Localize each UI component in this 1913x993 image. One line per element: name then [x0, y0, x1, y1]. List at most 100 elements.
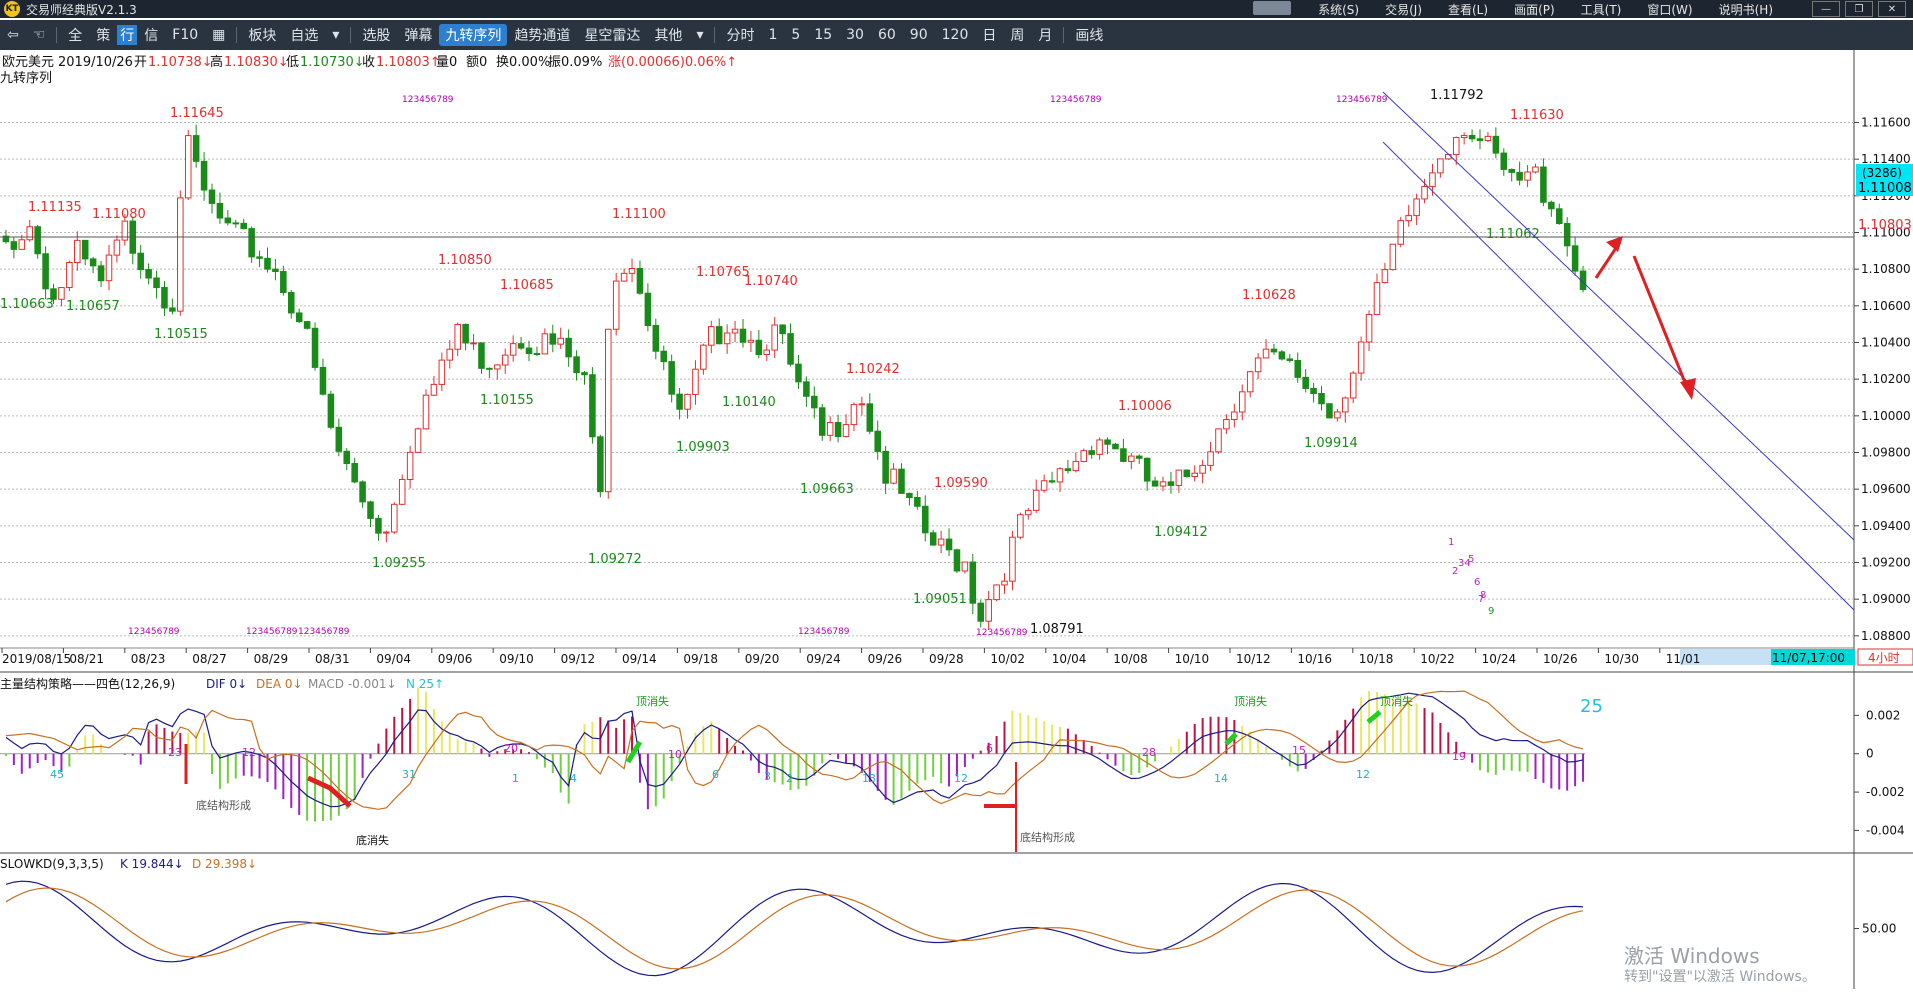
nine-seq-label: 123456789: [298, 627, 350, 637]
candle-body: [1175, 469, 1183, 486]
price-grid: [0, 122, 1854, 637]
x-tick-label: 09/06: [438, 652, 473, 666]
candle-body: [517, 343, 525, 349]
high-label: 1.11645: [170, 106, 224, 121]
menu-layout[interactable]: 画面(P): [1514, 2, 1555, 17]
tool-strategy[interactable]: 策: [96, 28, 111, 44]
bottom-vanish-label: 底消失: [356, 833, 389, 847]
period-90[interactable]: 90: [909, 27, 928, 43]
menu-help[interactable]: 说明书(H): [1718, 2, 1773, 17]
period-60[interactable]: 60: [877, 27, 896, 43]
period-intraday[interactable]: 分时: [726, 28, 755, 44]
period-15[interactable]: 15: [814, 27, 833, 43]
low-label: 1.11062: [1486, 227, 1540, 242]
channel-lower-line[interactable]: [1382, 141, 1855, 611]
menu-trade[interactable]: 交易(J): [1385, 2, 1422, 17]
back-icon[interactable]: ⇦: [7, 27, 19, 43]
menu-window[interactable]: 窗口(W): [1647, 2, 1693, 17]
candle-body: [771, 324, 778, 351]
tool-f10[interactable]: F10: [172, 27, 199, 43]
x-tick-label: 10/12: [1236, 652, 1271, 666]
macd-axis: 0.002 0 -0.002 -0.004: [0, 708, 1905, 837]
tool-draw-line[interactable]: 画线: [1075, 28, 1104, 44]
tool-other[interactable]: 其他: [654, 28, 683, 44]
candle-body: [1405, 215, 1412, 222]
tool-barrage[interactable]: 弹幕: [404, 28, 433, 44]
nine-seq-label: 123456789: [976, 628, 1028, 638]
candle-body: [1508, 168, 1515, 173]
candle-body: [684, 393, 691, 410]
nine-seq-label: 123456789: [128, 627, 180, 637]
candle-body: [184, 135, 192, 199]
candle-body: [1064, 468, 1072, 472]
chevron-down-icon[interactable]: ▾: [696, 27, 704, 43]
candle-body: [1262, 348, 1270, 359]
channel-upper-line[interactable]: [1382, 91, 1855, 541]
activation-watermark: 激活 Windows: [1624, 944, 1760, 968]
low-label: 1.09255: [372, 556, 426, 571]
candle-body: [359, 481, 366, 503]
candle-body: [1238, 391, 1246, 413]
separator: [236, 27, 238, 43]
candle-body: [620, 272, 628, 282]
candle-body: [97, 265, 105, 282]
candle-body: [1207, 451, 1214, 466]
candle-body: [383, 531, 390, 534]
tool-watchlist[interactable]: 自选: [290, 28, 319, 44]
period-day[interactable]: 日: [982, 28, 997, 44]
vip-badge[interactable]: [1253, 1, 1291, 15]
tool-trend-channel[interactable]: 趋势通道: [514, 28, 571, 44]
app-title: 交易师经典版V2.1.3: [26, 2, 137, 17]
period-1[interactable]: 1: [768, 27, 778, 43]
tool-radar[interactable]: 星空雷达: [584, 28, 641, 44]
macd-tick-label: -0.004: [1866, 823, 1905, 837]
y-tick-label: 1.11600: [1861, 116, 1911, 130]
restore-icon[interactable]: ❐: [1845, 1, 1873, 17]
candle-body: [145, 269, 152, 279]
tool-all[interactable]: 全: [68, 28, 83, 44]
menu-view[interactable]: 查看(L): [1448, 2, 1489, 17]
hand-icon[interactable]: ☜: [32, 27, 46, 43]
period-badge[interactable]: [1857, 648, 1913, 666]
tool-info[interactable]: 信: [144, 28, 159, 44]
change-value: 涨(0.00066)0.06%↑: [608, 55, 737, 70]
chart-area[interactable]: 欧元美元 2019/10/26 开 1.10738↓ 高 1.10830↓ 低 …: [0, 50, 1913, 989]
high-label: 1.10242: [846, 362, 900, 377]
high-value: 1.10830↓: [224, 55, 289, 70]
app-logo: KT: [4, 1, 20, 17]
candle-body: [723, 332, 731, 345]
nine-digit: 8: [1480, 590, 1486, 601]
close-label: 收: [362, 55, 375, 70]
period-120[interactable]: 120: [941, 27, 969, 43]
tool-nine-sequence[interactable]: 九转序列: [439, 24, 508, 46]
menu-system[interactable]: 系统(S): [1318, 2, 1360, 17]
candle-body: [1357, 341, 1365, 374]
candle-body: [779, 324, 786, 335]
nine-digit: 6: [1474, 577, 1480, 588]
period-week[interactable]: 周: [1010, 28, 1025, 44]
nine-digit: 34: [1458, 558, 1471, 569]
chart-svg[interactable]: 欧元美元 2019/10/26 开 1.10738↓ 高 1.10830↓ 低 …: [0, 50, 1913, 989]
tool-quote[interactable]: 行: [117, 25, 138, 45]
period-5[interactable]: 5: [791, 27, 801, 43]
period-month[interactable]: 月: [1038, 28, 1053, 44]
candle-body: [1159, 481, 1167, 487]
layout-icon[interactable]: ▦: [212, 27, 226, 43]
period-30[interactable]: 30: [846, 27, 864, 43]
tool-screener[interactable]: 选股: [362, 28, 391, 44]
tool-sector[interactable]: 板块: [248, 28, 277, 44]
candle-body: [612, 280, 620, 330]
candle-body: [644, 292, 652, 327]
candle-body: [430, 383, 438, 396]
candle-body: [945, 538, 953, 551]
macd-count: 23: [168, 746, 182, 759]
minimize-icon[interactable]: —: [1812, 1, 1840, 17]
y-tick-label: 1.10400: [1861, 336, 1911, 350]
candle-body: [414, 428, 422, 453]
macd-count: 14: [1214, 772, 1228, 785]
candle-body: [763, 349, 771, 356]
low-label: 1.10155: [480, 393, 534, 408]
chevron-down-icon[interactable]: ▾: [332, 27, 340, 43]
menu-tools[interactable]: 工具(T): [1580, 2, 1622, 17]
close-icon[interactable]: ✕: [1878, 1, 1906, 17]
